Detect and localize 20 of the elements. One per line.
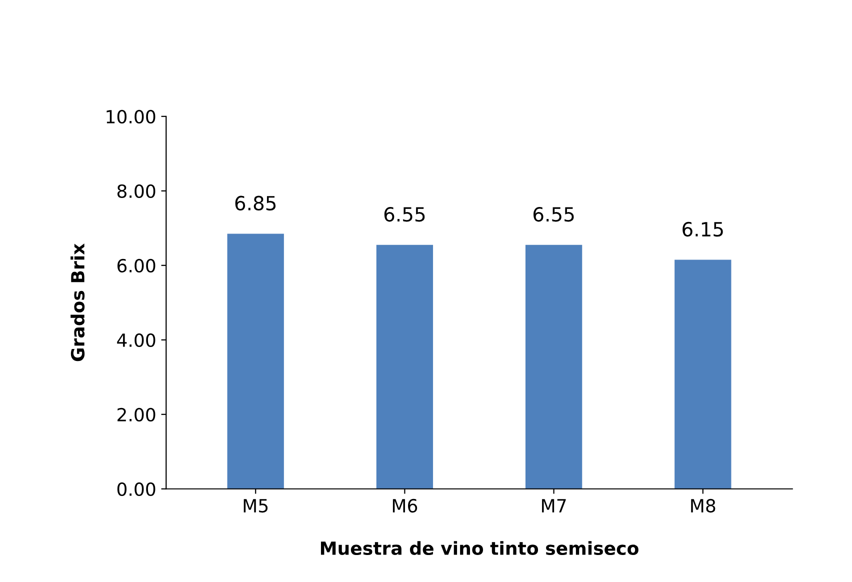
y-tick-label: 8.00 xyxy=(117,184,156,198)
bar xyxy=(376,244,434,489)
bar xyxy=(227,234,284,489)
data-label: 6.15 xyxy=(682,222,723,237)
data-label: 6.85 xyxy=(235,196,276,211)
x-tick-label: M8 xyxy=(691,498,716,513)
x-axis-title: Muestra de vino tinto semiseco xyxy=(320,541,638,556)
data-label: 6.55 xyxy=(534,206,574,222)
y-axis-title: Grados Brix xyxy=(70,244,85,362)
y-tick-label: 4.00 xyxy=(117,333,156,348)
data-label: 6.55 xyxy=(384,206,425,222)
y-tick-label: 10.00 xyxy=(106,110,156,124)
y-tick-label: 2.00 xyxy=(118,408,156,422)
bar xyxy=(525,244,582,489)
y-tick-label: 6.00 xyxy=(117,258,156,273)
y-tick-label: 0.00 xyxy=(117,482,156,496)
bar xyxy=(674,260,732,489)
x-tick-label: M5 xyxy=(244,499,268,513)
x-tick-label: M6 xyxy=(392,498,418,513)
x-tick-label: M7 xyxy=(542,499,566,512)
